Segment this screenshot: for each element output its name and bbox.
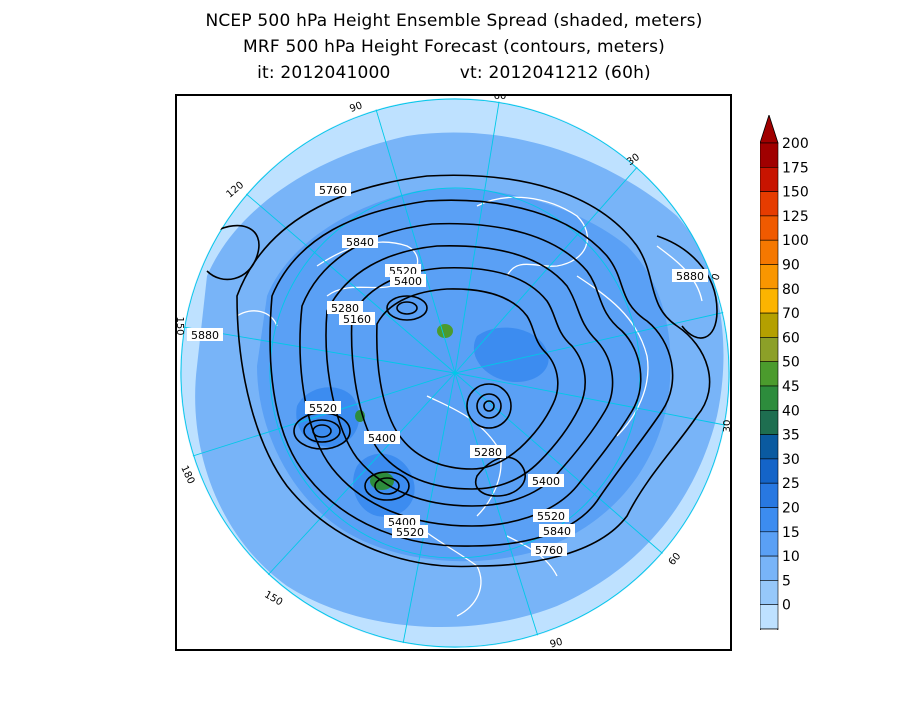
colorbar-tick-label: 20 <box>782 501 800 517</box>
colorbar-tick-label: 90 <box>782 258 800 274</box>
colorbar-tick-label: 15 <box>782 525 800 541</box>
colorbar-swatch <box>759 580 779 605</box>
contour-label: 5400 <box>368 432 396 445</box>
meridian-label: 0 <box>710 272 723 282</box>
polar-map-frame: 5760 5840 5520 5400 5280 5160 5880 5880 … <box>175 94 732 651</box>
contour-label: 5880 <box>676 270 704 283</box>
contour-label: 5400 <box>394 275 422 288</box>
contour-label: 5400 <box>532 475 560 488</box>
colorbar-swatch <box>759 288 779 314</box>
colorbar-swatch <box>759 239 779 265</box>
valid-time-label: vt: 2012041212 (60h) <box>459 63 651 83</box>
contour-label: 5760 <box>535 544 563 557</box>
contour-label: 5760 <box>319 184 347 197</box>
colorbar-swatch <box>759 142 779 168</box>
colorbar-tick-label: 0 <box>782 598 791 614</box>
contour-label: 5880 <box>191 329 219 342</box>
title-line-2: MRF 500 hPa Height Forecast (contours, m… <box>242 37 665 57</box>
colorbar-swatch <box>759 434 779 460</box>
colorbar-swatch <box>759 482 779 508</box>
contour-label: 5520 <box>396 526 424 539</box>
colorbar-tick-label: 60 <box>782 330 800 346</box>
meridian-label: 90 <box>549 637 564 649</box>
contour-labels: 5760 5840 5520 5400 5280 5160 5880 5880 … <box>187 183 708 557</box>
init-time-label: it: 2012041000 <box>257 63 391 83</box>
colorbar-tick-label: 40 <box>782 403 800 419</box>
contour-label: 5280 <box>331 302 359 315</box>
colorbar-swatch <box>759 458 779 484</box>
title-line-1: NCEP 500 hPa Height Ensemble Spread (sha… <box>205 11 703 31</box>
colorbar-top-arrow <box>759 113 779 144</box>
colorbar-bottom-arrow <box>759 628 779 657</box>
colorbar-tick-label: 70 <box>782 306 800 322</box>
height-contours <box>206 174 718 568</box>
spread-field-high-3 <box>473 327 549 382</box>
colorbar-swatch <box>759 215 779 241</box>
meridian-label: 150 <box>262 589 284 608</box>
graticule <box>180 98 730 648</box>
colorbar-tick-label: 50 <box>782 355 800 371</box>
colorbar-swatch <box>759 555 779 581</box>
colorbar-swatch <box>759 361 779 387</box>
colorbar-tick-label: 125 <box>782 209 809 225</box>
meridian-label: 60 <box>494 96 507 102</box>
meridian-label: 180 <box>178 464 196 486</box>
colorbar-tick-label: 200 <box>782 136 809 152</box>
colorbar-tick-label: 30 <box>782 452 800 468</box>
colorbar-tick-label: 45 <box>782 379 800 395</box>
colorbar-swatch <box>759 604 779 630</box>
colorbar-swatch <box>759 507 779 533</box>
contour-label: 5840 <box>543 525 571 538</box>
colorbar-tick-label: 175 <box>782 160 809 176</box>
colorbar-swatch <box>759 264 779 290</box>
colorbar-swatch <box>759 337 779 362</box>
meridian-label: 30 <box>722 420 730 433</box>
colorbar-tick-label: 10 <box>782 549 800 565</box>
meridian-label: 120 <box>225 180 247 201</box>
colorbar-swatch <box>759 385 779 411</box>
colorbar-swatch <box>759 166 779 192</box>
colorbar-swatch <box>759 312 779 338</box>
title-line-3: it: 2012041000 vt: 2012041212 (60h) <box>0 63 908 83</box>
colorbar-tick-label: 150 <box>782 185 809 201</box>
meridian-label: 150 <box>177 316 185 335</box>
colorbar-tick-label: 80 <box>782 282 800 298</box>
colorbar-tick-label: 100 <box>782 233 809 249</box>
colorbar-swatch <box>759 191 779 217</box>
meridian-label: 90 <box>348 100 364 115</box>
meridian-label: 60 <box>667 551 684 568</box>
polar-map: 5760 5840 5520 5400 5280 5160 5880 5880 … <box>177 96 730 649</box>
colorbar-swatch <box>759 409 779 435</box>
contour-label: 5840 <box>346 236 374 249</box>
colorbar-tick-label: 25 <box>782 476 800 492</box>
spread-max-green-2 <box>437 324 453 338</box>
contour-label: 5160 <box>343 313 371 326</box>
colorbar-swatch <box>759 531 779 557</box>
contour-label: 5280 <box>474 446 502 459</box>
contour-label: 5520 <box>537 510 565 523</box>
colorbar-tick-label: 5 <box>782 573 791 589</box>
color-scale-legend: 200 175 150 125 100 90 80 70 60 50 45 40 35 30 25 20 15 1… <box>759 113 890 657</box>
colorbar-tick-label: 35 <box>782 428 800 444</box>
contour-label: 5520 <box>309 402 337 415</box>
